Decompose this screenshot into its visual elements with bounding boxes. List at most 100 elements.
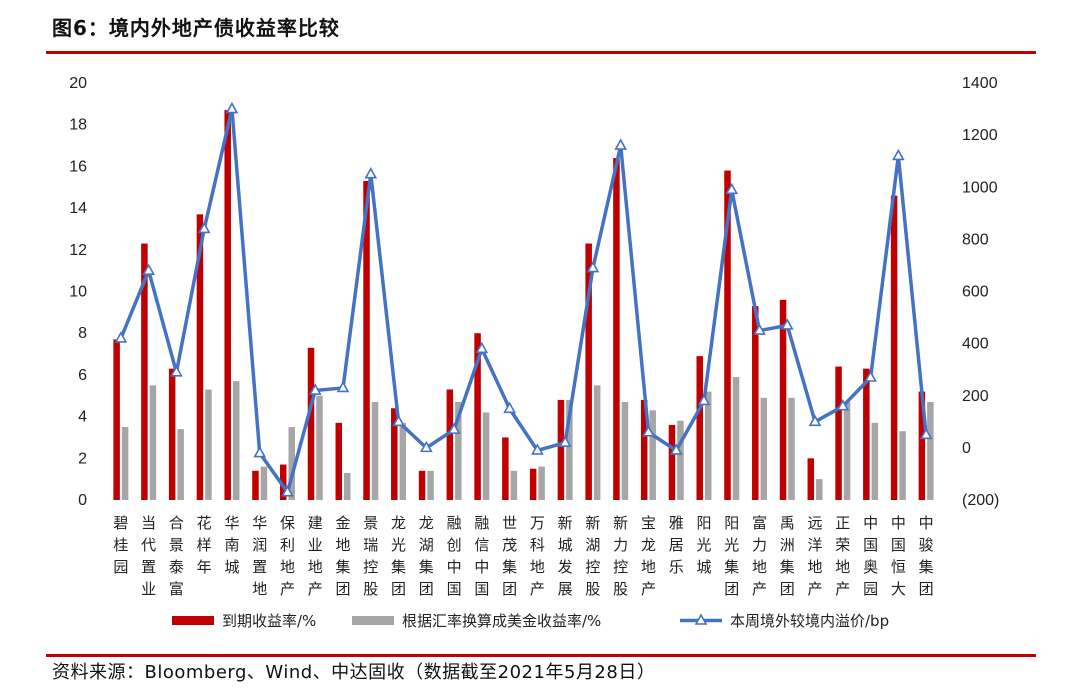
left-axis-tick: 10 [69, 284, 87, 301]
premium-marker [475, 341, 489, 354]
premium-marker [419, 440, 433, 453]
category-label: 景瑞控股 [363, 514, 378, 598]
premium-marker [531, 443, 544, 455]
usd-yield-bar [510, 470, 518, 500]
usd-yield-bar [121, 427, 129, 500]
category-label: 中骏集团 [919, 514, 934, 598]
premium-marker [281, 485, 294, 497]
right-axis-tick: (200) [962, 492, 999, 509]
left-axis-tick: 6 [78, 367, 87, 384]
usd-yield-bar [760, 397, 768, 500]
ytm-bar [335, 422, 343, 500]
ytm-bar [863, 368, 870, 500]
category-label: 融创中国 [447, 514, 462, 598]
ytm-bar [557, 399, 565, 500]
category-label: 阳光集团 [724, 514, 739, 598]
ytm-bar [779, 299, 787, 500]
ytm-bar [696, 356, 703, 500]
premium-marker [614, 138, 628, 150]
premium-marker [808, 414, 822, 427]
chart-axes: 0 2 4 6 8 10 12 14 16 18 20 (200) 0 200 400 600 800 1000 1… [69, 75, 999, 509]
ytm-bar [640, 399, 648, 500]
usd-yield-bar [482, 412, 490, 500]
ytm-bar [279, 464, 287, 500]
category-label: 远洋地产 [808, 514, 823, 598]
left-axis-tick: 12 [69, 242, 87, 259]
usd-yield-bar [621, 402, 629, 500]
ytm-bar [807, 458, 815, 500]
category-label: 当代置业 [141, 514, 156, 598]
source-note: 资料来源：Bloomberg、Wind、中达固收（数据截至2021年5月28日） [52, 662, 656, 683]
left-axis-tick: 20 [69, 75, 87, 92]
premium-marker [142, 263, 156, 275]
right-axis-tick: 1200 [962, 127, 998, 144]
chart-title: 图6：境内外地产债收益率比较 [52, 16, 340, 40]
premium-marker [308, 383, 322, 395]
premium-marker [558, 435, 572, 447]
ytm-bar [613, 158, 620, 500]
usd-yield-bar [260, 466, 268, 500]
premium-marker [919, 427, 933, 440]
category-label: 阳光城 [696, 514, 711, 576]
ytm-bar [474, 333, 481, 500]
usd-yield-bar [316, 395, 323, 500]
ytm-bar [252, 470, 259, 500]
legend: 到期收益率/% 根据汇率换算成美金收益率/% 本周境外较境内溢价/bp [172, 612, 889, 630]
category-label: 世茂集团 [502, 514, 517, 598]
category-label: 龙光集团 [391, 514, 406, 598]
premium-marker [503, 401, 516, 414]
premium-series [114, 101, 933, 497]
chart-canvas: 0 2 4 6 8 10 12 14 16 18 20 (200) 0 200 400 600 800 1000 1… [69, 75, 999, 630]
usd-yield-bar [593, 385, 601, 500]
right-axis-tick: 600 [962, 284, 989, 301]
left-axis-tick: 16 [69, 158, 87, 175]
ytm-bar [585, 243, 592, 501]
category-label: 雅居乐 [669, 514, 684, 576]
legend-usd-label: 根据汇率换算成美金收益率/% [402, 612, 601, 630]
legend-premium-marker [694, 613, 708, 625]
premium-marker [753, 323, 766, 335]
left-axis-tick: 14 [69, 200, 87, 217]
usd-yield-bar [371, 402, 379, 500]
left-axis-tick: 0 [78, 492, 87, 509]
premium-marker [642, 425, 655, 437]
premium-marker [725, 182, 739, 195]
premium-marker [836, 399, 850, 411]
premium-marker [891, 148, 905, 161]
ytm-bar [502, 437, 509, 500]
category-label: 富力地产 [752, 514, 767, 598]
category-label: 宝龙地产 [641, 514, 656, 598]
right-axis-tick: 1400 [962, 75, 998, 92]
legend-usd-swatch [352, 616, 394, 625]
category-label: 正荣地产 [835, 514, 850, 598]
ytm-bar [724, 170, 731, 500]
premium-line [119, 107, 928, 494]
usd-yield-bar [149, 385, 157, 500]
category-label: 合景泰富 [169, 514, 184, 598]
ytm-bar [918, 391, 926, 500]
usd-yield-bar [788, 397, 795, 500]
usd-yield-bar [288, 427, 295, 500]
left-axis-tick: 8 [78, 325, 87, 342]
category-label: 华南城 [224, 514, 239, 576]
usd-yield-bar [927, 402, 934, 500]
right-axis-tick: 1000 [962, 179, 998, 196]
usd-yield-bar [538, 466, 545, 500]
legend-ytm-swatch [172, 616, 214, 625]
ytm-bar [113, 339, 120, 500]
left-axis-tick: 18 [69, 117, 87, 134]
ytm-bar [529, 468, 537, 500]
category-label: 万科地产 [530, 514, 545, 598]
usd-yield-bar [704, 391, 712, 500]
usd-yield-bar [843, 402, 851, 500]
usd-yield-bar [871, 422, 879, 500]
category-label: 中国奥园 [863, 514, 878, 598]
category-labels: 碧桂园当代置业合景泰富花样年华南城华润置地保利地产建业地产金地集团景瑞控股龙光集… [113, 514, 933, 598]
category-label: 禹洲集团 [780, 514, 795, 598]
ytm-bar [446, 389, 454, 500]
category-label: 金地集团 [336, 514, 351, 598]
ytm-bar [307, 347, 315, 500]
footer-divider [46, 654, 1036, 657]
right-axis-tick: 200 [962, 388, 989, 405]
legend-ytm-label: 到期收益率/% [222, 612, 316, 630]
